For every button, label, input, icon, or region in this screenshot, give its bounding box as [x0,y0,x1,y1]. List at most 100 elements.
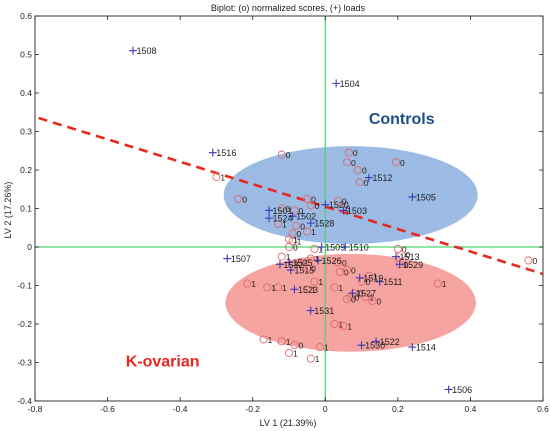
score-label: 1 [311,285,316,295]
score-marker [433,279,442,288]
y-tick-label: 0.3 [20,127,32,137]
load-point: 1510 [341,243,369,253]
score-marker [234,194,243,203]
score-point: 0 [333,258,347,268]
score-label: 0 [293,243,298,253]
load-point: 1527 [348,289,376,299]
score-point: 1 [303,285,316,295]
score-point: 1 [330,320,343,330]
score-label: 0 [311,264,316,274]
load-marker [290,285,299,294]
score-label: 0 [364,178,369,188]
group-label-k-ovarian: K-ovarian [126,353,200,370]
score-marker [274,283,283,292]
x-tick-label: 0.6 [537,404,549,414]
score-label: 1 [318,244,323,254]
load-marker [288,212,297,221]
load-label: 1529 [403,260,423,270]
score-label: 1 [220,172,225,182]
x-axis-label: LV 1 (21.39%) [260,418,317,428]
score-label: 1 [271,283,276,293]
score-label: 1 [373,271,378,281]
score-label: 0 [298,206,303,216]
score-point: 0 [284,243,298,253]
load-point: 1514 [408,343,436,353]
score-point: 1 [263,283,276,293]
load-marker [223,254,232,263]
score-marker [353,165,362,175]
score-marker [284,348,294,357]
score-label: 0 [344,268,349,278]
score-marker [303,264,312,273]
load-point: 1530 [357,341,385,351]
load-label: 1509 [325,243,345,253]
ellipse-k-ovarian [225,253,476,352]
x-tick-label: -0.4 [173,404,188,414]
load-label: 1510 [349,243,369,253]
load-label: 1508 [136,46,156,56]
y-tick-label: 0.4 [20,88,32,98]
load-marker [275,260,284,269]
load-point: 1526 [314,256,342,266]
score-point: 0 [277,204,291,214]
load-point: 1509 [317,243,345,253]
load-point: 1511 [375,277,403,287]
load-marker [332,79,341,88]
score-label: 0 [286,204,291,214]
score-label: 0 [342,258,347,268]
score-marker [292,221,301,230]
score-marker [306,201,315,210]
score-point: 1 [284,348,298,358]
load-point: 1528 [306,219,334,229]
score-marker [343,266,352,275]
load-point: 1515 [286,266,314,276]
score-point: 0 [290,206,303,216]
load-label: 1519 [363,273,383,283]
score-point: 0 [306,201,320,211]
score-marker [303,194,312,203]
ticks-layer: -0.8 -0.6 -0.4 -0.2 0 0.2 0.4 0.6 -0.4 -0.3 -0.2 -0… [17,11,549,414]
score-point: 0 [292,221,305,231]
discriminant-line [38,116,544,276]
y-tick-label: 0 [27,242,32,252]
load-label: 1515 [294,266,314,276]
score-label: 1 [286,337,291,347]
score-label: 0 [311,194,316,204]
load-marker [357,341,366,350]
score-marker [263,283,272,292]
load-label: 1526 [322,256,342,266]
y-tick-label: 0.2 [20,165,32,175]
load-point: 1502 [288,212,316,222]
score-marker [306,354,315,363]
load-label: 1514 [416,343,436,353]
load-point: 1513 [392,252,420,262]
load-label: 1532 [283,260,303,270]
load-marker [339,206,348,215]
score-point: 1 [310,244,323,254]
score-marker [259,335,268,344]
load-marker [314,256,323,265]
score-point: 1 [277,337,291,347]
score-label: 1 [251,279,256,289]
score-marker [393,244,402,253]
group-label-controls: Controls [369,111,435,128]
score-marker [288,229,297,238]
load-label: 1528 [314,219,334,229]
score-point: 0 [393,244,407,254]
load-label: 1524 [273,214,293,224]
score-point: 0 [288,229,302,239]
score-point: 0 [277,150,291,160]
load-label: 1530 [365,341,385,351]
score-marker [343,158,352,167]
load-point: 1516 [208,148,236,158]
score-point: 1 [306,354,320,364]
load-marker [392,252,401,261]
score-label: 1 [304,258,309,268]
score-label: 1 [442,279,447,289]
score-marker [277,252,286,261]
load-point: 1519 [355,273,383,283]
score-label: 0 [362,166,367,176]
score-label: 0 [402,244,407,254]
load-label: 1507 [231,254,251,264]
